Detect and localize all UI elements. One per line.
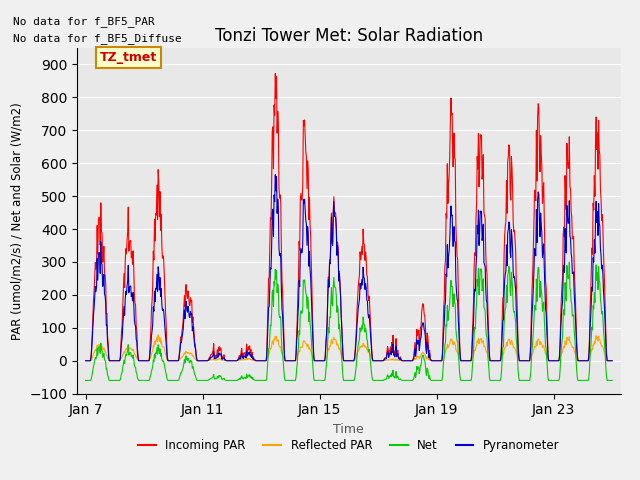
Title: Tonzi Tower Met: Solar Radiation: Tonzi Tower Met: Solar Radiation [215, 27, 483, 45]
Line: Net: Net [86, 262, 612, 381]
Reflected PAR [608, 358, 616, 363]
Incoming PAR [608, 358, 616, 363]
Incoming PAR [508, 154, 515, 159]
Reflected PAR [154, 332, 162, 337]
Net [608, 378, 616, 384]
Text: TZ_tmet: TZ_tmet [100, 51, 157, 64]
Reflected PAR [82, 358, 90, 363]
Net [507, 293, 515, 299]
Reflected PAR [302, 341, 310, 347]
Reflected PAR [508, 337, 515, 343]
Pyranometer [302, 217, 310, 223]
Line: Pyranometer: Pyranometer [86, 175, 612, 360]
Text: No data for f_BF5_Diffuse: No data for f_BF5_Diffuse [13, 33, 182, 44]
Pyranometer [274, 196, 282, 202]
Reflected PAR [381, 358, 388, 363]
Net [82, 378, 90, 384]
Net [205, 376, 213, 382]
Text: No data for f_BF5_PAR: No data for f_BF5_PAR [13, 16, 154, 27]
Pyranometer [82, 358, 90, 363]
Y-axis label: PAR (umol/m2/s) / Net and Solar (W/m2): PAR (umol/m2/s) / Net and Solar (W/m2) [10, 102, 24, 340]
Incoming PAR [302, 149, 310, 155]
Pyranometer [271, 172, 279, 178]
Pyranometer [205, 356, 213, 362]
Net [380, 377, 388, 383]
Line: Reflected PAR: Reflected PAR [86, 335, 612, 360]
Reflected PAR [274, 336, 282, 342]
Pyranometer [508, 227, 515, 232]
Net [566, 259, 573, 265]
Net [273, 289, 281, 295]
Incoming PAR [274, 108, 282, 114]
Incoming PAR [381, 355, 388, 361]
Pyranometer [608, 358, 616, 363]
Reflected PAR [206, 358, 214, 363]
Pyranometer [100, 291, 108, 297]
Pyranometer [381, 356, 388, 362]
Net [301, 284, 309, 289]
Incoming PAR [82, 358, 90, 363]
Legend: Incoming PAR, Reflected PAR, Net, Pyranometer: Incoming PAR, Reflected PAR, Net, Pyrano… [134, 434, 564, 457]
Net [100, 357, 108, 362]
X-axis label: Time: Time [333, 423, 364, 436]
Incoming PAR [205, 354, 213, 360]
Line: Incoming PAR: Incoming PAR [86, 73, 612, 360]
Reflected PAR [100, 348, 108, 354]
Incoming PAR [271, 71, 279, 76]
Incoming PAR [100, 270, 108, 276]
